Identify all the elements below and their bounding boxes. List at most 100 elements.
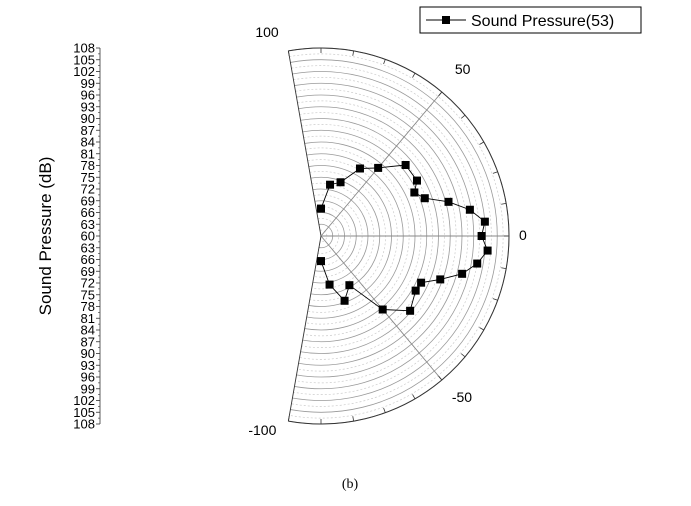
radial-tick-label: 105: [73, 405, 95, 420]
polar-grid: [287, 47, 510, 425]
data-point: [477, 232, 486, 240]
radial-tick-label: 78: [81, 158, 95, 173]
grid-spoke: [287, 235, 322, 422]
radial-tick-label: 72: [81, 182, 95, 197]
radial-axis-label: Sound Pressure (dB): [36, 157, 55, 316]
data-point: [374, 163, 383, 172]
data-point: [406, 306, 415, 315]
angular-tick: [438, 375, 443, 381]
data-point: [340, 296, 349, 305]
data-point: [317, 257, 325, 266]
data-point: [458, 269, 467, 278]
radial-tick-label: 84: [81, 323, 95, 338]
angular-tick: [501, 267, 507, 270]
angular-tick-label: -100: [248, 422, 276, 438]
grid-circle-minor: [315, 206, 351, 266]
data-point: [444, 197, 453, 206]
radial-tick-label: 102: [73, 393, 95, 408]
radial-tick-label: 99: [81, 381, 95, 396]
radial-tick-label: 87: [81, 123, 95, 138]
angular-tick: [287, 50, 290, 56]
angular-axis: 100 50 0 -50 -100: [248, 24, 527, 438]
radial-tick-label: 69: [81, 193, 95, 208]
grid-circle-minor: [317, 218, 339, 254]
grid-circle-minor: [299, 112, 445, 360]
data-point: [336, 178, 345, 187]
grid-spoke: [287, 50, 322, 237]
angular-tick: [352, 50, 355, 56]
angular-tick: [352, 416, 355, 422]
radial-tick-label: 108: [73, 41, 95, 56]
radial-tick-label: 84: [81, 135, 95, 150]
data-point: [420, 194, 429, 203]
angular-tick: [479, 327, 485, 331]
radial-tick-label: 72: [81, 276, 95, 291]
angular-tick: [492, 171, 498, 174]
radial-tick-label: 108: [73, 417, 95, 432]
angular-tick: [383, 407, 386, 413]
radial-tick-label: 105: [73, 52, 95, 67]
angular-tick-label: 50: [455, 61, 471, 77]
angular-tick: [383, 59, 386, 65]
radial-tick-label: 93: [81, 99, 95, 114]
data-point: [355, 164, 364, 173]
angular-tick: [412, 394, 416, 400]
radial-tick-label: 69: [81, 264, 95, 279]
radial-tick-label: 93: [81, 358, 95, 373]
data-point: [326, 180, 335, 189]
legend-label: Sound Pressure(53): [471, 13, 614, 30]
angular-tick: [460, 114, 466, 119]
grid-circle-minor: [313, 194, 363, 278]
legend: Sound Pressure(53): [419, 6, 642, 34]
angular-tick-label: 100: [255, 24, 279, 40]
radial-tick-label: 96: [81, 370, 95, 385]
data-point: [473, 259, 482, 268]
data-point: [325, 280, 334, 289]
data-point: [317, 204, 325, 213]
radial-tick-label: 102: [73, 64, 95, 79]
angular-tick-label: -50: [452, 389, 472, 405]
radial-tick-label: 75: [81, 287, 95, 302]
radial-tick-label: 63: [81, 217, 95, 232]
radial-tick-label: 63: [81, 240, 95, 255]
data-point: [378, 305, 387, 314]
radial-tick-label: 60: [81, 229, 95, 244]
radial-tick-label: 66: [81, 252, 95, 267]
angular-tick: [479, 141, 485, 145]
data-point: [411, 286, 420, 295]
radial-tick-label: 87: [81, 334, 95, 349]
radial-tick-label: 75: [81, 170, 95, 185]
angular-tick: [287, 416, 290, 422]
angular-tick: [501, 202, 507, 205]
radial-tick-label: 81: [81, 311, 95, 326]
data-point: [465, 205, 474, 214]
grid-circle-minor: [297, 100, 457, 372]
data-point: [401, 161, 410, 170]
angular-tick: [460, 353, 466, 358]
radial-tick-label: 90: [81, 346, 95, 361]
radial-tick-label: 66: [81, 205, 95, 220]
angular-tick: [438, 91, 443, 97]
radial-tick-label: 99: [81, 76, 95, 91]
radial-tick-label: 96: [81, 88, 95, 103]
radial-tick-label: 78: [81, 299, 95, 314]
data-point: [436, 275, 445, 284]
angular-tick: [492, 298, 498, 301]
radial-axis: 1081051029996939087848178757269666360636…: [73, 41, 101, 432]
data-series: [317, 161, 492, 315]
angular-tick: [412, 72, 416, 78]
radial-tick-label: 90: [81, 111, 95, 126]
data-point: [483, 246, 492, 255]
radial-tick-label: 81: [81, 146, 95, 161]
data-point: [410, 188, 419, 197]
data-point: [345, 281, 354, 290]
data-point: [417, 278, 426, 287]
data-point: [412, 176, 421, 185]
angular-tick-label: 0: [519, 227, 527, 243]
legend-marker: [442, 16, 450, 24]
figure-caption: (b): [342, 477, 359, 492]
grid-circle-minor: [303, 135, 422, 337]
data-point: [480, 217, 489, 226]
